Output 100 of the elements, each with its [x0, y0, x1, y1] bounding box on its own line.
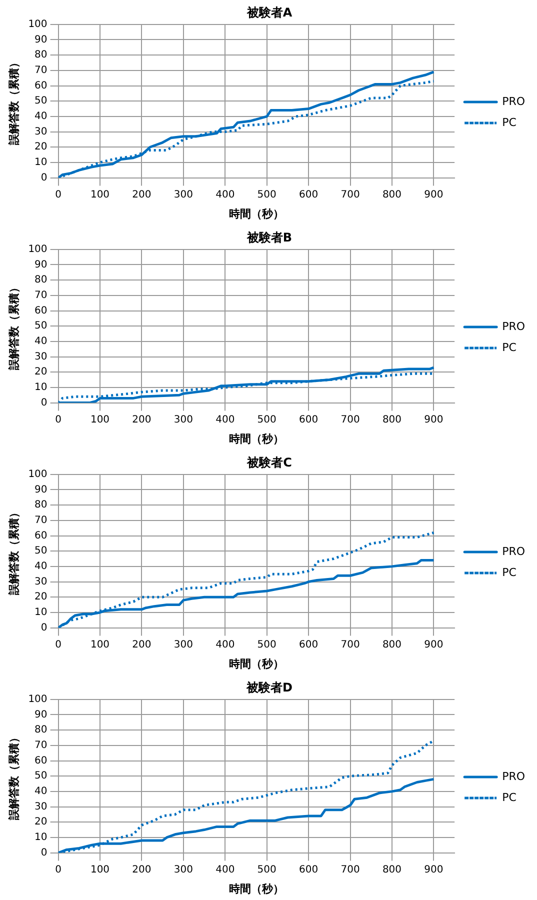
x-tick-label: 600: [299, 639, 318, 650]
y-tick-label: 0: [40, 397, 48, 408]
y-tick-label: 100: [28, 18, 48, 30]
x-tick-label: 700: [340, 639, 360, 650]
y-tick-label: 70: [34, 740, 48, 752]
legend-label: PRO: [502, 544, 526, 558]
legend-label: PC: [502, 340, 517, 354]
y-tick-label: 80: [34, 274, 48, 286]
x-tick-label: 500: [257, 189, 276, 200]
y-tick-label: 20: [34, 366, 48, 378]
x-tick-label: 100: [90, 639, 110, 650]
y-tick-label: 0: [40, 172, 48, 184]
y-tick-label: 80: [34, 50, 48, 61]
x-tick-label: 700: [340, 189, 360, 200]
y-tick-label: 40: [34, 561, 48, 572]
x-tick-label: 500: [257, 864, 276, 876]
y-tick-label: 60: [34, 80, 48, 92]
legend-label: PC: [502, 566, 517, 579]
y-axis-title: 誤解答数（累積）: [7, 732, 20, 822]
x-tick-label: 800: [382, 639, 402, 650]
y-tick-label: 40: [34, 336, 48, 348]
y-tick-label: 90: [34, 484, 48, 496]
x-tick-label: 800: [382, 189, 402, 200]
y-tick-label: 30: [34, 351, 48, 362]
y-axis-title: 誤解答数（累積）: [7, 507, 20, 596]
y-tick-label: 20: [34, 592, 48, 603]
x-tick-label: 600: [299, 189, 318, 200]
x-tick-label: 200: [132, 189, 152, 200]
y-tick-label: 40: [34, 111, 48, 122]
y-tick-label: 50: [34, 546, 48, 557]
y-tick-label: 60: [34, 755, 48, 766]
x-tick-label: 500: [257, 639, 276, 650]
y-tick-label: 20: [34, 142, 48, 153]
y-tick-label: 30: [34, 126, 48, 138]
x-tick-label: 300: [174, 189, 193, 200]
chart-title: 被験者A: [246, 5, 293, 20]
y-tick-label: 90: [34, 34, 48, 46]
y-tick-label: 10: [34, 607, 48, 618]
y-tick-label: 30: [34, 801, 48, 812]
x-tick-label: 700: [340, 864, 360, 876]
x-tick-label: 0: [55, 864, 62, 876]
x-tick-label: 900: [424, 414, 444, 426]
x-tick-label: 0: [55, 189, 62, 200]
legend-label: PRO: [502, 770, 526, 783]
x-tick-label: 600: [299, 864, 318, 876]
x-tick-label: 200: [132, 864, 152, 876]
x-tick-label: 400: [216, 639, 235, 650]
y-tick-label: 0: [40, 847, 48, 858]
x-tick-label: 400: [216, 864, 235, 876]
x-tick-label: 300: [174, 414, 193, 426]
x-tick-label: 0: [55, 414, 62, 426]
x-tick-label: 200: [132, 414, 152, 426]
y-tick-label: 60: [34, 530, 48, 542]
x-tick-label: 100: [90, 189, 110, 200]
y-tick-label: 50: [34, 320, 48, 332]
y-tick-label: 40: [34, 786, 48, 798]
y-tick-label: 70: [34, 290, 48, 302]
y-tick-label: 70: [34, 65, 48, 76]
x-tick-label: 300: [174, 639, 193, 650]
y-tick-label: 50: [34, 770, 48, 782]
x-tick-label: 600: [299, 414, 318, 426]
x-axis-title: 時間（秒）: [228, 207, 284, 220]
y-tick-label: 0: [40, 622, 48, 634]
y-axis-title: 誤解答数（累積）: [7, 57, 20, 146]
chart-title: 被験者D: [246, 680, 293, 694]
x-tick-label: 800: [382, 864, 402, 876]
x-tick-label: 0: [55, 639, 62, 650]
x-tick-label: 900: [424, 189, 444, 200]
y-tick-label: 80: [34, 724, 48, 736]
x-tick-label: 400: [216, 189, 235, 200]
legend-label: PC: [502, 116, 517, 129]
x-tick-label: 700: [340, 414, 360, 426]
x-tick-label: 100: [90, 864, 110, 876]
x-tick-label: 900: [424, 864, 444, 876]
x-tick-label: 100: [90, 414, 110, 426]
x-axis-title: 時間（秒）: [228, 882, 284, 896]
chart-title: 被験者B: [246, 230, 292, 244]
y-tick-label: 80: [34, 500, 48, 511]
y-tick-label: 90: [34, 709, 48, 720]
y-tick-label: 90: [34, 259, 48, 270]
y-tick-label: 70: [34, 515, 48, 526]
legend-label: PRO: [502, 94, 526, 108]
x-axis-title: 時間（秒）: [228, 657, 284, 670]
y-axis-title: 誤解答数（累積）: [7, 282, 20, 372]
chart-title: 被験者C: [246, 455, 292, 470]
y-tick-label: 20: [34, 816, 48, 828]
legend-label: PC: [502, 790, 517, 804]
y-tick-label: 30: [34, 576, 48, 588]
x-tick-label: 900: [424, 639, 444, 650]
y-tick-label: 10: [34, 832, 48, 844]
x-tick-label: 300: [174, 864, 193, 876]
y-tick-label: 100: [28, 694, 48, 705]
x-axis-title: 時間（秒）: [228, 432, 284, 446]
y-tick-label: 10: [34, 382, 48, 394]
y-tick-label: 50: [34, 96, 48, 107]
y-tick-label: 60: [34, 305, 48, 316]
y-tick-label: 100: [28, 468, 48, 480]
x-tick-label: 800: [382, 414, 402, 426]
legend-label: PRO: [502, 320, 526, 333]
y-tick-label: 100: [28, 244, 48, 255]
